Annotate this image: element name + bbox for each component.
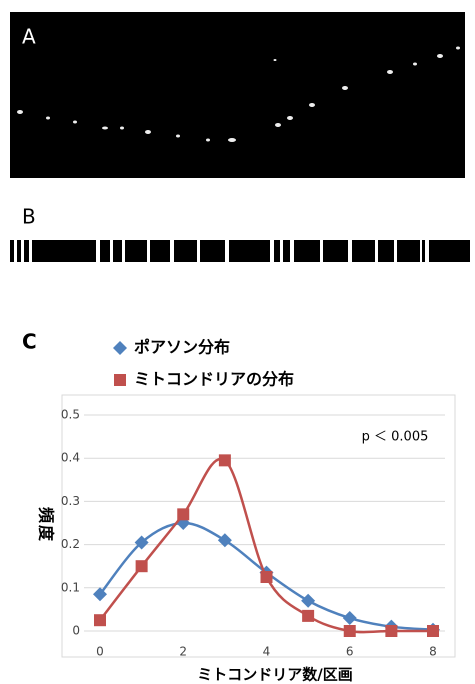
data-point [177, 508, 189, 520]
barcode [10, 240, 470, 262]
data-point [94, 614, 106, 626]
x-axis-label: ミトコンドリア数/区画 [197, 666, 352, 684]
y-tick-label: 0.3 [61, 494, 80, 508]
x-tick-label: 4 [263, 645, 271, 659]
y-tick-label: 0.4 [61, 451, 80, 465]
y-tick-label: 0.1 [61, 580, 80, 594]
y-tick-label: 0 [72, 624, 80, 638]
series-line [100, 459, 433, 632]
data-point [219, 454, 231, 466]
data-point [261, 571, 273, 583]
legend-label: ミトコンドリアの分布 [134, 370, 294, 389]
y-tick-label: 0.2 [61, 537, 80, 551]
panel-label: A [22, 25, 36, 49]
data-point [218, 533, 232, 547]
figure: A B C 0 0.1 0.2 0.3 0.4 0.5 0 2 4 6 8 p ＜ 0.005 ミトコン… [0, 0, 475, 684]
x-tick-label: 2 [179, 645, 187, 659]
panel-label: B [22, 205, 36, 229]
data-point [302, 610, 314, 622]
annotation: p ＜ 0.005 [362, 430, 429, 445]
data-point [385, 625, 397, 637]
data-point [427, 625, 439, 637]
x-tick-label: 8 [429, 645, 437, 659]
x-tick-label: 0 [96, 645, 104, 659]
y-axis-label: 頻度 [37, 507, 56, 543]
data-point [136, 560, 148, 572]
legend-marker [113, 341, 127, 355]
legend-label: ポアソン分布 [134, 338, 230, 357]
data-point [343, 611, 357, 625]
micrograph [10, 12, 465, 178]
legend-marker [114, 374, 126, 386]
y-tick-label: 0.5 [61, 408, 80, 422]
chart: 0 0.1 0.2 0.3 0.4 0.5 0 2 4 6 8 p ＜ 0.005 ミトコンドリア数/区… [37, 338, 446, 684]
data-point [301, 594, 315, 608]
panel-label: C [22, 330, 37, 354]
data-point [344, 625, 356, 637]
x-tick-label: 6 [346, 645, 354, 659]
